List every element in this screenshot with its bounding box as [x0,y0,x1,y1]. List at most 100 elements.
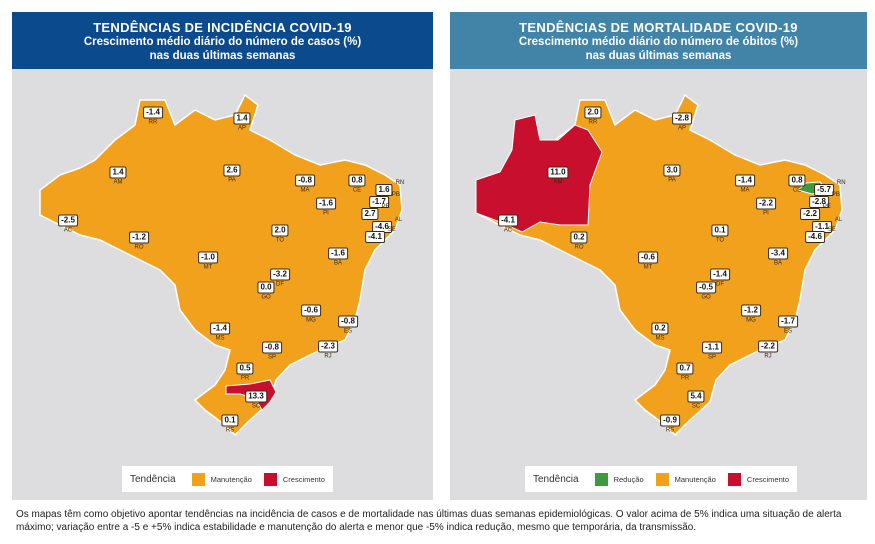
legend-label-crescimento: Crescimento [282,474,325,484]
legend-title: Tendência [130,473,176,485]
state-label-pi: -1.6 PI [316,193,336,218]
state-label-rr: 2.0 RR [584,102,602,127]
state-abbreviation: TO [715,237,725,244]
state-abbreviation: MT [643,264,653,271]
incidence-subtitle: Crescimento médio diário do número de ca… [83,36,362,48]
state-abbreviation: AL [834,217,843,223]
state-abbreviation: RO [134,244,144,251]
state-label-rs: 0.1 RS [221,410,239,435]
state-abbreviation: AL [394,217,403,223]
state-abbreviation: BA [773,260,783,267]
state-label-ce: 0.8 CE [788,170,806,195]
state-abbreviation: RS [225,427,235,434]
state-label-to: 0.1 TO [711,220,729,245]
state-label-ac: -2.5 AC [58,210,78,235]
state-abbreviation: SP [707,354,717,361]
state-value: -2.2 [800,208,820,220]
state-value: -2.2 [758,340,778,353]
legend-swatch-crescimento [263,472,277,486]
legend-swatch-reducao [594,472,608,486]
state-abbreviation: PB [391,192,400,198]
state-label-ms: 0.2 MS [651,318,669,343]
state-value: -0.8 [262,341,282,354]
state-label-am: 1.4 AM [109,162,127,187]
state-value: -0.6 [301,304,321,317]
state-abbreviation: AP [237,125,246,132]
state-abbreviation: PI [763,210,769,217]
state-abbreviation: TO [275,237,285,244]
state-value: 0.8 [788,174,806,187]
state-label-df: -3.2 DF [270,264,290,289]
mortality-subtitle: Crescimento médio diário do número de ób… [518,36,799,48]
state-value: -1.4 [735,174,755,187]
mortality-title: TENDÊNCIAS DE MORTALIDADE COVID-19 [519,20,798,35]
state-abbreviation: AP [677,125,687,132]
state-label-rj: -2.2 RJ [758,336,778,361]
state-abbreviation: RJ [324,353,332,360]
footer-note: Os mapas têm como objetivo apontar tendê… [16,509,842,533]
state-abbreviation: RR [588,119,598,126]
state-label-ba: -3.4 BA [768,243,788,268]
state-value: -1.6 [328,247,348,260]
state-label-se: -4.6 SE [805,226,836,244]
state-abbreviation: MA [300,187,310,194]
state-abbreviation: PE [381,204,390,210]
state-value: 2.0 [271,224,289,237]
state-abbreviation: RN [395,180,405,186]
state-abbreviation: RS [665,427,675,434]
state-label-rr: -1.4 RR [143,102,163,127]
state-value: 1.6 [375,184,393,196]
state-value: 1.4 [109,166,127,179]
state-value: -1.2 [741,304,761,317]
state-value: -1.6 [316,197,336,210]
state-value: 0.1 [711,224,729,237]
state-label-ba: -1.6 BA [328,243,348,268]
state-label-ms: -1.4 MS [210,318,230,343]
state-value: -2.2 [756,197,776,210]
state-label-ma: -0.8 MA [295,170,315,195]
legend-label-manutencao: Manutenção [674,474,716,484]
incidence-map-panel: TENDÊNCIAS DE INCIDÊNCIA COVID-19 Cresci… [12,12,433,500]
state-abbreviation: ES [343,328,353,335]
state-abbreviation: AM [113,179,123,186]
state-abbreviation: AM [553,179,563,186]
state-label-to: 2.0 TO [271,220,289,245]
state-label-pi: -2.2 PI [756,193,776,218]
legend-swatch-manutencao [191,472,205,486]
mortality-legend: Tendência Redução Manutenção Crescimento [525,466,798,492]
state-abbreviation: PR [240,375,250,382]
state-label-pa: 3.0 PA [663,160,681,185]
state-abbreviation: PA [668,177,676,184]
legend-label-reducao: Redução [613,474,644,484]
state-value: -1.4 [143,106,163,119]
incidence-subtitle-period: nas duas últimas semanas [149,50,296,62]
legend-label-crescimento: Crescimento [746,474,790,484]
state-label-sp: -1.1 SP [702,337,722,362]
state-label-pr: 0.5 PR [236,358,254,383]
state-value: -2.8 [809,196,829,208]
state-value: -1.7 [369,196,389,208]
state-value: 0.2 [651,322,669,335]
legend-swatch-manutencao [655,472,669,486]
state-abbreviation: MT [203,264,213,271]
state-label-ap: -2.8 AP [672,108,692,133]
state-value: -1.4 [210,322,230,335]
state-label-ac: -4.1 AC [498,210,518,235]
state-abbreviation: CE [792,187,802,194]
state-label-df: -1.4 DF [710,264,730,289]
state-label-ro: -1.2 RO [129,227,149,252]
state-abbreviation: MS [215,335,225,342]
mortality-brazil-map [475,93,843,437]
state-value: -1.1 [702,341,722,354]
state-label-am: 11.0 AM [547,162,569,187]
state-label-mg: -1.2 MG [741,300,761,325]
state-label-ro: 0.2 RO [570,227,588,252]
state-abbreviation: MG [746,317,756,324]
state-value: -2.3 [318,340,338,353]
legend-label-manutencao: Manutenção [210,474,252,484]
state-value: -1.7 [778,315,798,328]
state-value: 11.0 [547,166,569,179]
state-abbreviation: PE [822,204,831,210]
state-abbreviation: RR [148,119,158,126]
state-abbreviation: MS [655,335,665,342]
